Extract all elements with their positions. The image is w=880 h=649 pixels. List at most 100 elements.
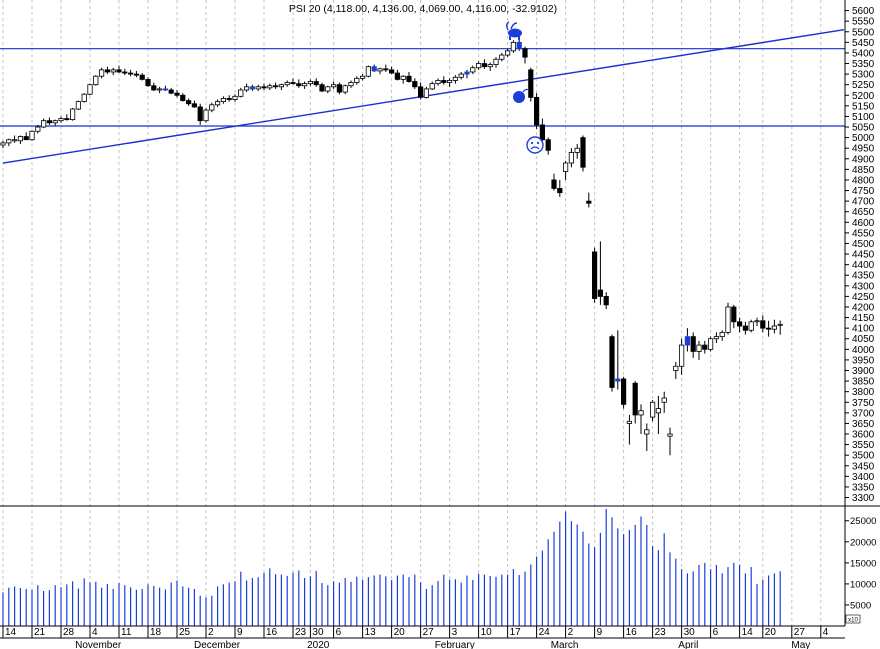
- price-tick-label: 4200: [852, 302, 875, 313]
- candle: [11, 135, 18, 143]
- candle: [522, 46, 528, 64]
- candle: [609, 334, 615, 392]
- volume-tick-label: 25000: [850, 516, 876, 527]
- candle: [586, 192, 592, 208]
- volume-unit-box: [845, 614, 861, 624]
- month-label: April: [678, 640, 698, 649]
- price-tick-label: 4750: [852, 186, 875, 197]
- candle: [504, 48, 511, 58]
- candle: [679, 338, 685, 375]
- price-tick-label: 5400: [852, 48, 875, 59]
- price-tick-label: 4050: [852, 334, 875, 345]
- price-tick-label: 3900: [852, 366, 875, 377]
- price-axis-ticks: 3300335034003450350035503600365037003750…: [845, 6, 875, 504]
- candle: [104, 66, 110, 75]
- price-tick-label: 3550: [852, 440, 875, 451]
- price-tick-label: 5450: [852, 38, 875, 49]
- candle: [429, 81, 435, 90]
- price-tick-label: 5600: [852, 6, 875, 17]
- date-tick-label: 3: [452, 627, 458, 638]
- candle: [464, 69, 470, 79]
- candle: [638, 404, 644, 435]
- candle: [441, 76, 447, 85]
- candle: [696, 340, 702, 360]
- date-tick-label: 27: [423, 627, 435, 638]
- candle: [168, 87, 174, 95]
- candle: [528, 67, 534, 102]
- candle: [771, 319, 778, 334]
- candle: [116, 65, 122, 74]
- candle: [226, 95, 232, 102]
- candle: [510, 40, 517, 53]
- month-label: February: [435, 640, 475, 649]
- price-tick-label: 3700: [852, 408, 875, 419]
- candle: [371, 64, 377, 72]
- trendline: [2, 28, 845, 164]
- date-tick-label: 24: [539, 627, 551, 638]
- candle: [197, 103, 203, 125]
- date-tick-label: 2: [208, 627, 214, 638]
- price-tick-label: 5100: [852, 112, 875, 123]
- candle: [220, 96, 226, 104]
- candle: [278, 83, 285, 90]
- candle: [754, 317, 760, 327]
- price-tick-label: 4300: [852, 281, 875, 292]
- candle: [383, 64, 389, 72]
- candle: [232, 94, 238, 102]
- price-tick-label: 4600: [852, 218, 875, 229]
- candle: [684, 328, 691, 352]
- candle: [777, 320, 783, 335]
- candle: [621, 376, 627, 409]
- candle: [394, 69, 401, 81]
- candle: [23, 132, 29, 141]
- candle: [261, 83, 267, 90]
- candle: [93, 75, 99, 86]
- candle: [377, 67, 383, 75]
- candle: [534, 93, 540, 130]
- candle: [702, 340, 708, 354]
- candle: [359, 74, 366, 81]
- price-tick-label: 5150: [852, 101, 875, 112]
- candle: [493, 57, 499, 68]
- candle: [568, 148, 575, 168]
- candle: [290, 78, 296, 85]
- price-tick-label: 4700: [852, 197, 875, 208]
- candle: [435, 78, 441, 86]
- candle: [417, 82, 424, 100]
- candle: [406, 71, 412, 83]
- price-tick-label: 5350: [852, 59, 875, 70]
- candle: [644, 423, 650, 451]
- candle: [354, 76, 360, 85]
- candle: [139, 73, 145, 81]
- date-tick-label: 30: [684, 627, 696, 638]
- volume-tick-label: 5000: [850, 600, 871, 611]
- volume-axis-ticks: 5000 10000 15000 20000 25000: [845, 516, 876, 611]
- candle: [191, 100, 197, 108]
- candle: [365, 65, 372, 78]
- candle: [708, 336, 714, 352]
- candle: [400, 75, 406, 84]
- date-tick-label: 14: [742, 627, 754, 638]
- date-tick-label: 6: [713, 627, 719, 638]
- candle: [626, 414, 633, 445]
- chart-title: PSI 20 (4,118.00, 4,136.00, 4,069.00, 4,…: [289, 3, 557, 15]
- candle: [737, 317, 743, 333]
- price-tick-label: 4450: [852, 250, 875, 261]
- price-tick-label: 3450: [852, 461, 875, 472]
- candle: [545, 137, 551, 155]
- candle: [597, 241, 604, 305]
- candle: [446, 78, 453, 87]
- date-tick-label: 20: [765, 627, 777, 638]
- candle: [255, 84, 261, 92]
- date-tick-label: 2: [568, 627, 574, 638]
- price-tick-label: 5050: [852, 123, 875, 134]
- candle: [673, 362, 679, 379]
- price-tick-label: 3300: [852, 493, 875, 504]
- candle: [214, 99, 221, 107]
- candle: [272, 82, 279, 89]
- candle: [58, 116, 64, 123]
- candle: [423, 86, 430, 99]
